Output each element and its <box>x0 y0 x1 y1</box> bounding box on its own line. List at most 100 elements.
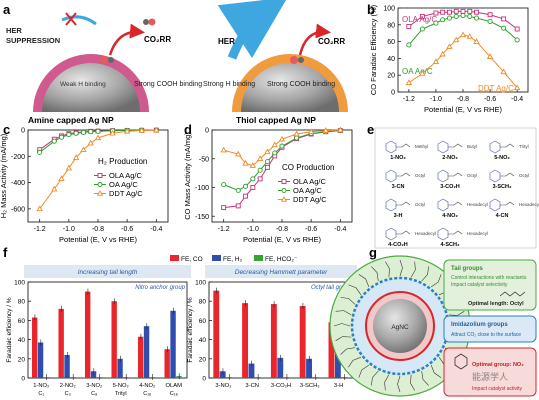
data-point <box>242 183 249 189</box>
molecule-substituent: Hexadecyl <box>415 231 436 236</box>
data-point <box>419 70 426 76</box>
data-point <box>467 13 473 19</box>
data-point <box>250 176 256 182</box>
molecule-chain-icon <box>448 172 463 177</box>
y-tick-label: 80 <box>199 299 207 306</box>
data-point <box>473 15 480 21</box>
molecule-ring-icon <box>385 227 397 241</box>
molecule-name: 4-NO₂ <box>442 213 458 219</box>
y-tick-label: 0 <box>202 376 206 383</box>
data-point <box>256 155 264 161</box>
tail-chain <box>410 261 416 278</box>
panel-a-schematic: a HER SUPPRESSION Weak H binding Strong … <box>3 0 348 125</box>
x-tick-label: -0.6 <box>121 226 133 233</box>
molecule-chain-icon <box>500 201 515 206</box>
amine-core <box>42 63 140 112</box>
tail-chain <box>399 259 403 277</box>
x-tick-label: -1.2 <box>403 96 415 103</box>
category-sublabel: C₁ <box>38 391 44 397</box>
data-point <box>432 58 440 65</box>
bar <box>248 363 255 378</box>
f-left-chart: Increasing tail length Nitro anchor group… <box>6 265 191 397</box>
data-point <box>453 13 459 19</box>
x-tick-label: -0.4 <box>511 96 523 103</box>
y-axis-label: Faradaic efficiency / % <box>187 297 194 362</box>
data-point <box>221 182 227 188</box>
molecule-ring-icon <box>385 198 397 212</box>
tail-chain <box>410 374 415 391</box>
amine-np-label: Amine capped Ag NP <box>28 115 114 125</box>
data-point <box>220 146 227 153</box>
y-tick-label: 20 <box>199 356 207 363</box>
data-point <box>453 8 459 14</box>
data-point <box>514 84 521 91</box>
molecule-substituent: Hexadecyl <box>519 202 539 207</box>
molecule-substituent: Trityl <box>519 144 529 149</box>
anchor-title: Optimal group: NO₂ <box>472 362 524 368</box>
y-tick-label: 40 <box>387 56 395 63</box>
data-point <box>109 129 116 136</box>
data-point <box>250 185 256 190</box>
tail-chain <box>397 375 401 393</box>
bar <box>111 301 117 378</box>
category-label: 4-NO₂ <box>139 383 155 389</box>
tail-chain <box>371 370 379 386</box>
x-tick-label: -0.8 <box>92 226 104 233</box>
strong-cooh-label-1: Strong COOH binding <box>134 81 202 88</box>
legend-label: DDT Ag/C <box>293 195 327 204</box>
data-point <box>460 8 466 14</box>
data-point <box>433 10 439 16</box>
bar <box>213 290 220 378</box>
data-point <box>459 31 467 38</box>
data-point <box>257 167 263 173</box>
panel-letter-d: d <box>184 122 192 137</box>
data-point <box>124 127 131 134</box>
legend-marker <box>280 196 288 202</box>
chart-annotation: H₂ Production <box>98 157 147 166</box>
legend-label: OA Ag/C <box>293 186 322 195</box>
molecule-ring-icon <box>437 169 449 183</box>
bar <box>334 344 341 378</box>
y-tick-label: 60 <box>199 318 207 325</box>
legend-label: FE, HCO₂⁻ <box>265 256 297 263</box>
data-point <box>235 150 242 157</box>
category-label: 2-NO₂ <box>60 383 76 389</box>
co-molecule-icon <box>143 19 149 25</box>
bar <box>143 326 150 378</box>
molecule-substituent: Hexadecyl <box>467 231 488 236</box>
strong-cooh-label-2: Strong COOH binding <box>267 81 335 88</box>
tail-description: Control interactions with reactants Impac… <box>451 275 527 288</box>
x-tick-label: -1.2 <box>218 226 230 233</box>
bar <box>242 303 249 378</box>
molecule-chain-icon <box>396 201 411 206</box>
molecule-name: 3-H <box>394 213 403 219</box>
data-point <box>80 129 86 135</box>
molecule-name: 3-CO₂H <box>440 184 460 190</box>
bar <box>164 349 170 378</box>
tail-chain <box>448 311 465 316</box>
data-point <box>439 50 446 57</box>
data-point <box>473 38 480 44</box>
data-point <box>36 205 43 212</box>
y-tick-label: 100 <box>383 6 395 13</box>
data-point <box>467 8 473 14</box>
data-point <box>271 141 278 148</box>
y-tick-label: 20 <box>18 356 26 363</box>
data-point <box>337 126 344 133</box>
y-tick-label: 20 <box>387 73 395 80</box>
tail-chain <box>430 364 442 378</box>
x-tick-label: -1.0 <box>430 96 442 103</box>
molecule-ring-icon <box>385 169 397 183</box>
bar <box>37 342 44 378</box>
molecule-icon-3 <box>290 56 298 64</box>
data-point <box>446 43 453 49</box>
data-point <box>486 53 494 59</box>
y-tick-label: 80 <box>387 22 395 29</box>
tail-chain <box>340 347 355 355</box>
bar-header: Increasing tail length <box>78 269 138 276</box>
suppression-label: SUPPRESSION <box>6 36 60 45</box>
molecule-name: 3-CN <box>392 184 405 190</box>
molecule-name: 5-NO₂ <box>494 155 510 161</box>
blocked-her-arrow <box>61 15 97 26</box>
watermark: 能源学人 <box>472 371 508 382</box>
